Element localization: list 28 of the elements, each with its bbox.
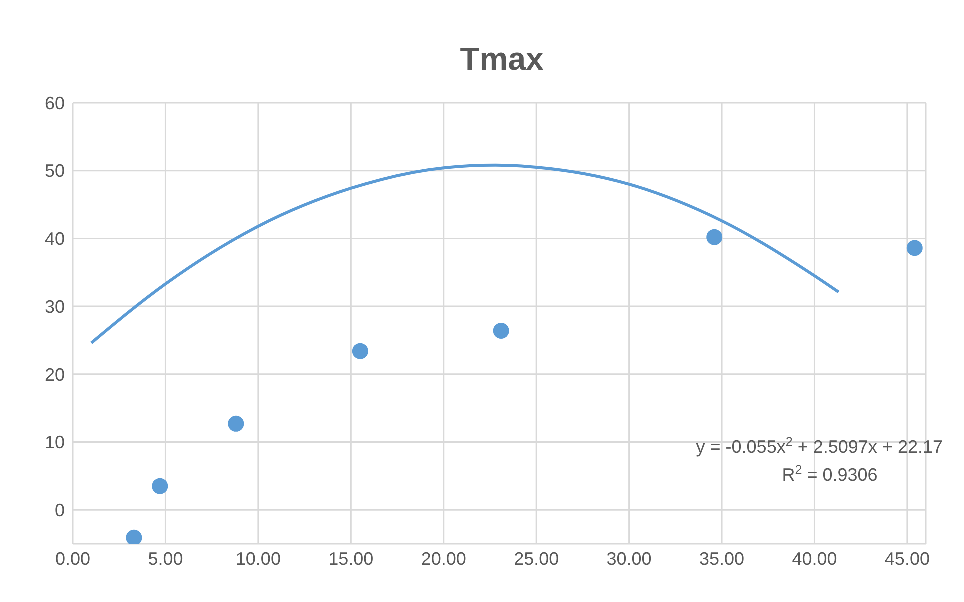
- point: [493, 322, 510, 339]
- x-tick-label: 20.00: [421, 548, 466, 569]
- x-tick-label: 35.00: [700, 548, 745, 569]
- y-tick-label: 30: [44, 296, 65, 317]
- y-tick-label: 50: [44, 161, 65, 182]
- x-tick-label: 25.00: [514, 548, 560, 569]
- y-tick-label: 10: [44, 432, 65, 453]
- point: [228, 416, 244, 432]
- x-tick-label: 30.00: [606, 548, 652, 569]
- annotation: y = -0.055x$^{2}$ + 2.5097x + 22.17: [696, 435, 943, 457]
- point: [352, 343, 368, 360]
- y-tick-label: 40: [44, 229, 65, 250]
- x-tick-label: 15.00: [328, 548, 374, 569]
- y-tick-label: 20: [44, 364, 65, 385]
- x-tick-label: 40.00: [792, 548, 838, 569]
- line-series: [90, 164, 840, 345]
- x-tick-label: 10.00: [236, 548, 281, 569]
- annotation: R$^{2}$ = 0.9306: [782, 463, 878, 485]
- point: [152, 478, 168, 494]
- point: [906, 240, 923, 256]
- y-tick-label: 60: [44, 93, 65, 114]
- chart-title: Tmax: [460, 41, 544, 77]
- point: [126, 530, 142, 544]
- point: [706, 229, 723, 246]
- x-tick-label: 45.00: [884, 548, 930, 569]
- y-tick-label: 0: [54, 500, 65, 520]
- x-tick-label: 5.00: [148, 548, 184, 569]
- x-tick-label: 0.00: [55, 548, 91, 569]
